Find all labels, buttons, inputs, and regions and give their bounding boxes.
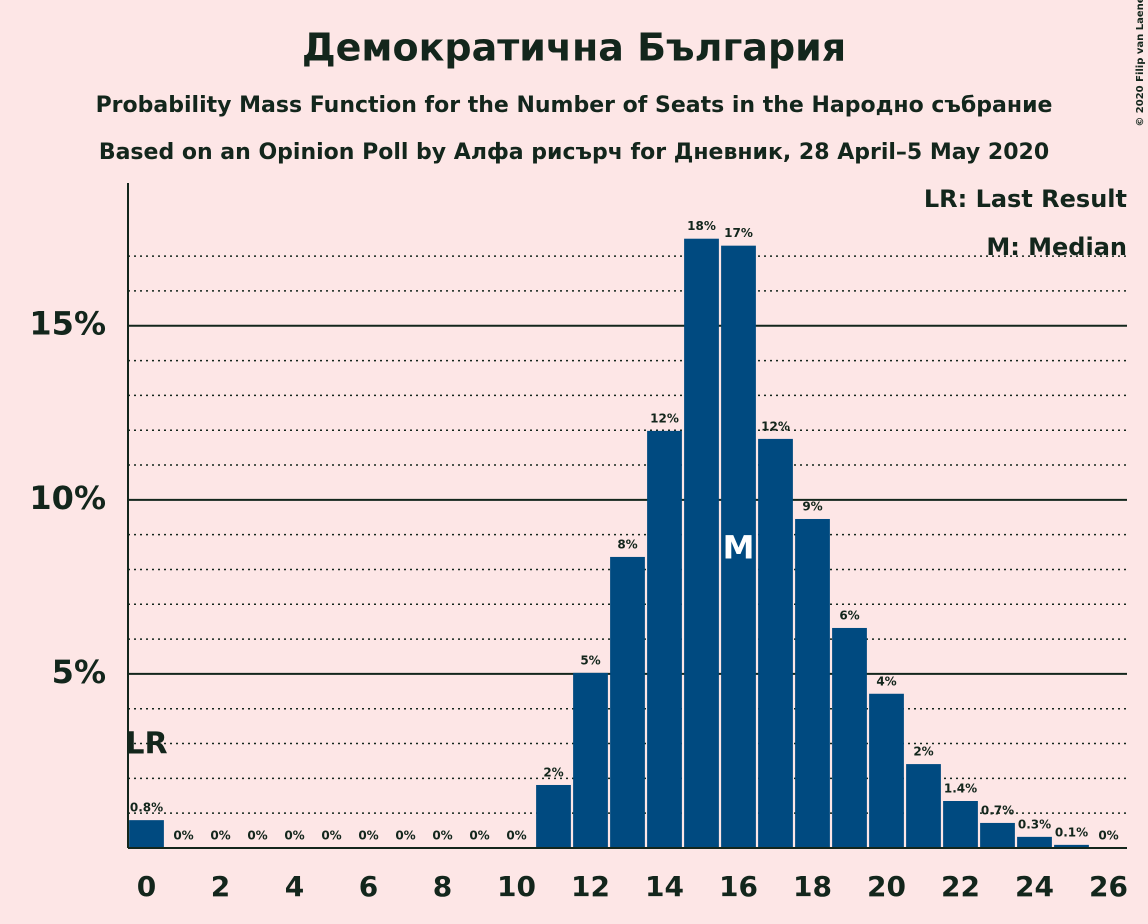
- value-label: 17%: [724, 226, 753, 240]
- y-tick-label: 15%: [29, 305, 106, 343]
- bar: [980, 822, 1015, 848]
- bar: [943, 800, 978, 848]
- x-tick-label: 24: [1015, 870, 1054, 903]
- value-label: 2%: [543, 765, 563, 779]
- value-label: 0%: [506, 829, 526, 843]
- x-tick-label: 20: [867, 870, 906, 903]
- value-label: 0%: [173, 829, 193, 843]
- value-label: 2%: [913, 745, 933, 759]
- bar: [536, 784, 571, 848]
- x-tick-label: 22: [941, 870, 980, 903]
- bar: [684, 238, 719, 849]
- x-tick-label: 10: [497, 870, 536, 903]
- bar: [610, 556, 645, 848]
- y-tick-label: 10%: [29, 479, 106, 517]
- x-tick-label: 0: [137, 870, 156, 903]
- x-tick-label: 6: [359, 870, 378, 903]
- value-label: 0%: [284, 829, 304, 843]
- bar: [1017, 836, 1052, 848]
- annotation: M: [723, 529, 755, 567]
- value-label: 9%: [802, 499, 822, 513]
- annotation: LR: [125, 727, 167, 762]
- bar: [1054, 844, 1089, 848]
- value-label: 0%: [432, 829, 452, 843]
- x-tick-label: 8: [433, 870, 452, 903]
- bar: [869, 693, 904, 848]
- value-label: 1.4%: [944, 781, 977, 795]
- copyright: © 2020 Filip van Laenen: [1135, 0, 1146, 127]
- x-tick-label: 4: [285, 870, 304, 903]
- value-label: 0.8%: [130, 801, 163, 815]
- value-label: 0.1%: [1055, 825, 1088, 839]
- legend-entry: M: Median: [986, 233, 1127, 261]
- value-label: 4%: [876, 674, 896, 688]
- bar: [573, 672, 608, 848]
- bar: [906, 764, 941, 848]
- value-label: 0%: [358, 829, 378, 843]
- x-tick-label: 2: [211, 870, 230, 903]
- bar: [721, 245, 756, 848]
- y-tick-label: 5%: [52, 653, 106, 691]
- bar: [647, 430, 682, 848]
- bar: [795, 518, 830, 848]
- value-label: 8%: [617, 537, 637, 551]
- chart-title: Демократична България: [302, 26, 846, 70]
- chart-subtitle: Based on an Opinion Poll by Алфа рисърч …: [99, 140, 1049, 165]
- value-label: 0.7%: [981, 803, 1014, 817]
- value-label: 0%: [247, 829, 267, 843]
- bar: [832, 627, 867, 848]
- value-label: 6%: [839, 608, 859, 622]
- value-label: 12%: [650, 411, 679, 425]
- chart-subtitle: Probability Mass Function for the Number…: [96, 93, 1053, 118]
- x-tick-label: 26: [1089, 870, 1128, 903]
- plot: 0.8% 0% 0% 0% 0% 0% 0% 0% 0% 0% 0% 2% 5% 8% 12% 18% 17% 1…: [129, 219, 1119, 849]
- value-label: 0%: [1098, 829, 1118, 843]
- value-label: 0%: [395, 829, 415, 843]
- x-tick-label: 18: [793, 870, 832, 903]
- x-tick-label: 14: [645, 870, 684, 903]
- x-tick-label: 12: [571, 870, 610, 903]
- bar: [129, 820, 164, 848]
- bar: [758, 438, 793, 848]
- value-label: 0%: [321, 829, 341, 843]
- legend-entry: LR: Last Result: [924, 185, 1127, 213]
- value-label: 0%: [469, 829, 489, 843]
- value-label: 12%: [761, 419, 790, 433]
- value-label: 0.3%: [1018, 817, 1051, 831]
- value-label: 0%: [210, 829, 230, 843]
- value-label: 18%: [687, 219, 716, 233]
- x-tick-label: 16: [719, 870, 758, 903]
- value-label: 5%: [580, 653, 600, 667]
